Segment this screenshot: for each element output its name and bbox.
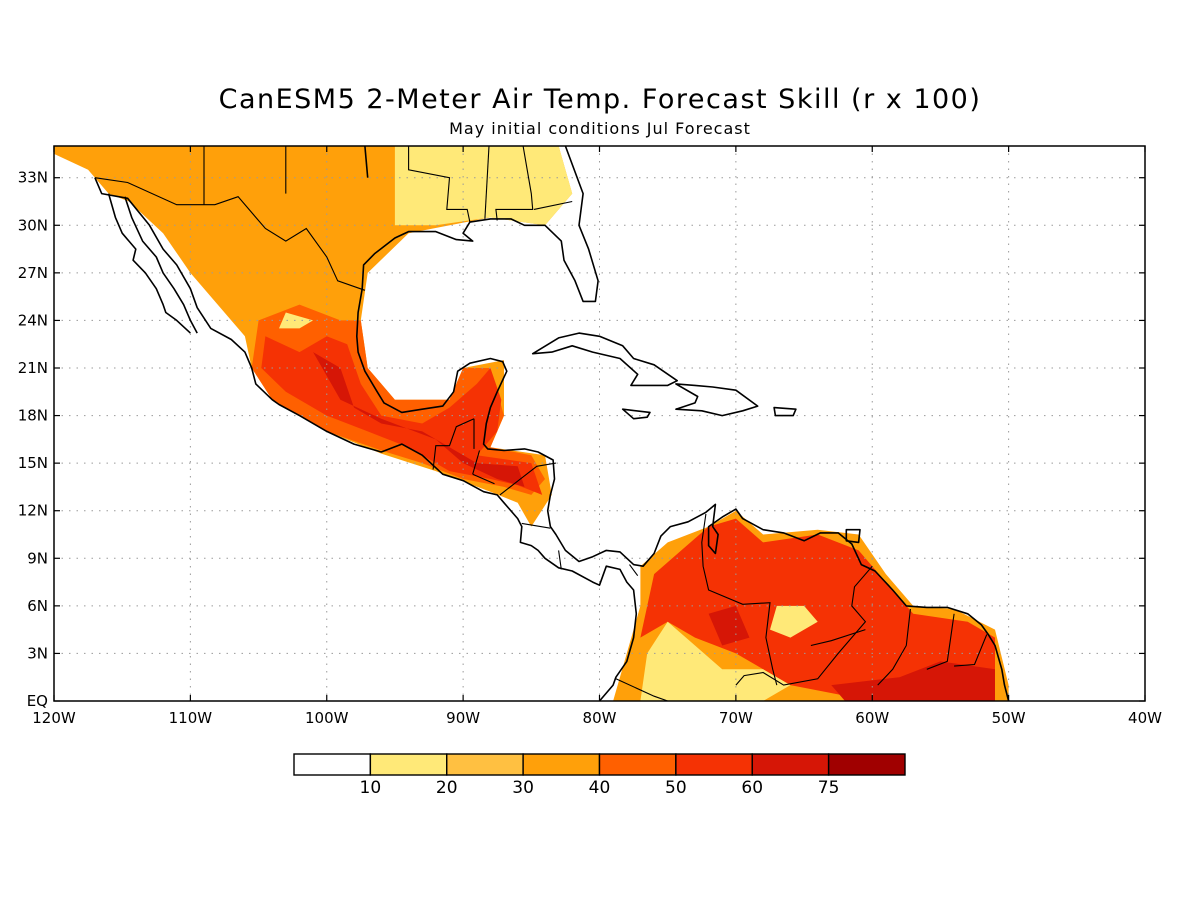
y-tick-label-6: 18N bbox=[18, 407, 48, 425]
x-tick-label-6: 60W bbox=[855, 709, 889, 727]
map-subtitle: May initial conditions Jul Forecast bbox=[449, 119, 751, 138]
country-border-7 bbox=[432, 418, 475, 470]
colorbar-label-3: 40 bbox=[589, 778, 611, 798]
y-tick-label-5: 15N bbox=[18, 454, 48, 472]
country-border-14 bbox=[629, 564, 639, 577]
coastline-4 bbox=[355, 146, 1010, 701]
country-border-18 bbox=[877, 608, 911, 686]
country-border-19 bbox=[926, 613, 955, 670]
colorbar-label-1: 20 bbox=[436, 778, 458, 798]
coastline-2 bbox=[107, 193, 191, 334]
y-tick-label-9: 27N bbox=[18, 264, 48, 282]
country-border-11 bbox=[499, 462, 556, 496]
coastline-1 bbox=[124, 196, 198, 334]
x-axis-ticks: 120W 110W 100W 90W 80W 70W 60W 50W 40W bbox=[32, 146, 1162, 727]
coastline-layer bbox=[94, 146, 1010, 701]
colorbar-swatch-1 bbox=[369, 753, 448, 776]
x-tick-label-8: 40W bbox=[1128, 709, 1162, 727]
colorbar-swatch-2 bbox=[446, 753, 524, 776]
country-border-15 bbox=[701, 513, 778, 686]
colorbar-label-6: 75 bbox=[818, 778, 840, 798]
skill-shading-layer bbox=[54, 146, 1009, 701]
y-axis-ticks: EQ 3N 6N 9N 12N 15N 18N 21N 24N 27N 30N 33N bbox=[18, 169, 1145, 710]
country-border-21 bbox=[810, 629, 866, 647]
border-layer bbox=[94, 146, 988, 701]
skill-region-7 bbox=[640, 518, 995, 701]
y-tick-label-3: 9N bbox=[27, 549, 48, 567]
skill-region-1 bbox=[394, 146, 573, 226]
country-border-16 bbox=[615, 678, 668, 701]
skill-region-11 bbox=[708, 605, 750, 646]
y-tick-label-4: 12N bbox=[18, 502, 48, 520]
y-tick-label-1: 3N bbox=[27, 644, 48, 662]
x-tick-label-0: 120W bbox=[32, 709, 76, 727]
x-tick-label-3: 90W bbox=[446, 709, 480, 727]
country-border-4 bbox=[484, 146, 490, 219]
coastline-8 bbox=[773, 406, 797, 417]
coastline-6 bbox=[675, 383, 759, 417]
country-border-5 bbox=[495, 146, 534, 221]
colorbar-label-5: 60 bbox=[741, 778, 763, 798]
colorbar-swatch-0 bbox=[293, 753, 372, 776]
country-border-17 bbox=[735, 565, 873, 686]
map-title: CanESM5 2-Meter Air Temp. Forecast Skill… bbox=[218, 84, 982, 115]
skill-region-8 bbox=[640, 621, 791, 701]
colorbar: 10 20 30 40 50 60 75 bbox=[293, 753, 906, 798]
x-tick-label-7: 50W bbox=[992, 709, 1026, 727]
coastline-0 bbox=[94, 177, 638, 701]
colorbar-swatch-7 bbox=[827, 753, 906, 776]
y-tick-label-0: EQ bbox=[27, 692, 48, 710]
skill-region-5 bbox=[279, 312, 314, 329]
colorbar-label-0: 10 bbox=[360, 778, 382, 798]
country-border-20 bbox=[954, 634, 988, 667]
country-border-9 bbox=[472, 450, 481, 475]
y-tick-label-11: 33N bbox=[18, 169, 48, 187]
colorbar-swatch-6 bbox=[751, 753, 830, 776]
x-tick-label-5: 70W bbox=[719, 709, 753, 727]
x-tick-label-2: 100W bbox=[305, 709, 349, 727]
country-border-12 bbox=[521, 522, 551, 529]
country-border-13 bbox=[558, 550, 562, 570]
country-border-6 bbox=[533, 200, 573, 210]
coastline-9 bbox=[845, 528, 861, 544]
colorbar-swatch-4 bbox=[598, 753, 677, 776]
y-tick-label-7: 21N bbox=[18, 359, 48, 377]
colorbar-swatch-3 bbox=[522, 753, 601, 776]
colorbar-label-2: 30 bbox=[512, 778, 534, 798]
country-border-0 bbox=[94, 177, 366, 291]
y-tick-label-8: 24N bbox=[18, 311, 48, 329]
coastline-5 bbox=[531, 332, 679, 387]
country-border-3 bbox=[408, 146, 471, 223]
colorbar-label-4: 50 bbox=[665, 778, 687, 798]
colorbar-swatch-5 bbox=[675, 753, 753, 776]
skill-region-4 bbox=[313, 352, 525, 487]
skill-region-9 bbox=[770, 605, 818, 638]
coastline-7 bbox=[621, 408, 651, 420]
skill-region-10 bbox=[831, 661, 995, 701]
x-tick-label-4: 80W bbox=[583, 709, 617, 727]
y-tick-label-10: 30N bbox=[18, 216, 48, 234]
country-border-10 bbox=[472, 473, 495, 485]
coastline-3 bbox=[364, 146, 369, 178]
x-tick-label-1: 110W bbox=[169, 709, 213, 727]
y-tick-label-2: 6N bbox=[27, 597, 48, 615]
